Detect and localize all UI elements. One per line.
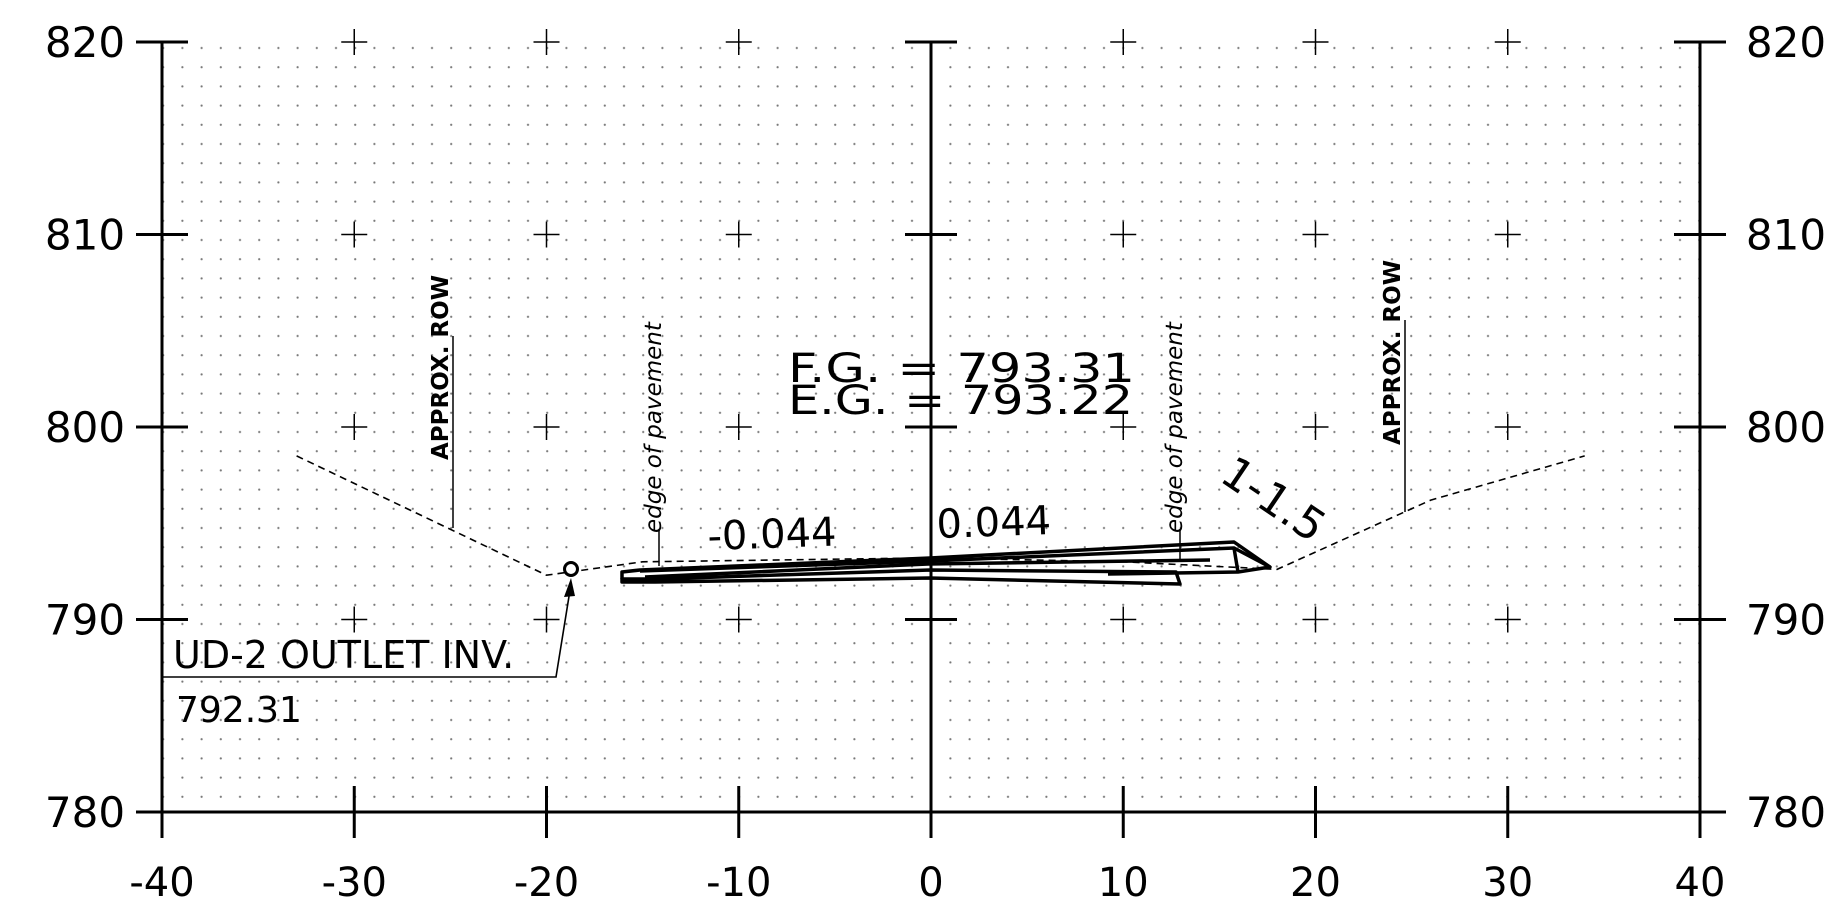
x-tick-label: 40 — [1675, 860, 1726, 906]
x-tick-label: 0 — [918, 860, 943, 906]
x-tick-label: -30 — [322, 860, 387, 906]
y-tick-label-left: 810 — [45, 211, 125, 260]
x-tick-label: 30 — [1482, 860, 1533, 906]
outlet-marker — [563, 561, 579, 577]
y-tick-label-left: 800 — [45, 403, 125, 452]
fg-label: F.G. = 793.31 — [788, 346, 1135, 392]
x-tick-label: -40 — [129, 860, 194, 906]
outlet-label: UD-2 OUTLET INV. — [173, 633, 514, 677]
approx-row-right-label: APPROX. ROW — [1380, 260, 1406, 445]
edge-of-pavement-right-label: edge of pavement — [1162, 321, 1188, 533]
y-tick-label-right: 780 — [1746, 788, 1826, 837]
y-tick-label-right: 810 — [1746, 211, 1826, 260]
outlet-leader-arrow — [564, 578, 575, 597]
x-tick-label: 10 — [1098, 860, 1149, 906]
slope-right-label: 0.044 — [936, 498, 1052, 548]
eg-label: E.G. = 793.22 — [788, 378, 1133, 424]
x-tick-label: -10 — [706, 860, 771, 906]
x-tick-label: -20 — [514, 860, 579, 906]
x-tick-labels: -40 -30 -20 -10 0 10 20 30 40 — [129, 860, 1725, 906]
axes — [136, 40, 1726, 838]
approx-row-left-label: APPROX. ROW — [428, 275, 454, 460]
grid-crosses — [341, 29, 1521, 633]
y-tick-label-right: 800 — [1746, 403, 1826, 452]
outlet-elevation: 792.31 — [176, 690, 302, 731]
edge-of-pavement-left-label: edge of pavement — [641, 321, 667, 533]
x-tick-label: 20 — [1290, 860, 1341, 906]
y-tick-label-left: 820 — [45, 18, 125, 67]
existing-ground-line — [296, 455, 1585, 577]
y-tick-label-right: 820 — [1746, 18, 1826, 67]
pavement-base-layer — [620, 568, 1182, 586]
shoulder-slope — [1233, 546, 1271, 569]
y-tick-labels: 780 780 790 790 800 800 810 810 820 820 — [45, 18, 1826, 837]
y-tick-label-right: 790 — [1746, 596, 1826, 645]
outlet-leader — [163, 583, 572, 678]
pavement-subbase — [644, 558, 1211, 579]
y-tick-label-left: 780 — [45, 788, 125, 837]
pavement-section — [620, 540, 1272, 586]
leader-lines — [452, 320, 1406, 566]
y-tick-label-left: 790 — [45, 596, 125, 645]
pavement-top-surface — [639, 546, 1240, 573]
slope-left-label: -0.044 — [707, 510, 837, 560]
pavement-top-outline — [620, 540, 1272, 579]
